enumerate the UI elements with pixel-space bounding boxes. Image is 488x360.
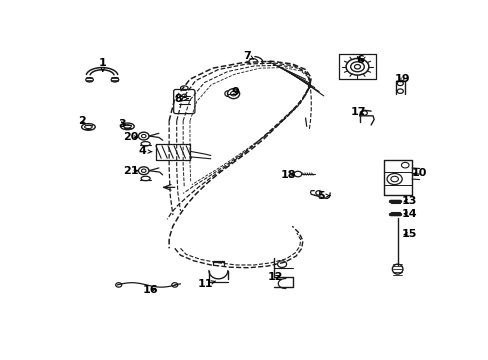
Text: 6: 6 xyxy=(356,55,364,65)
Text: 7: 7 xyxy=(243,51,253,61)
Text: 5: 5 xyxy=(316,191,329,201)
Text: 2: 2 xyxy=(78,116,86,126)
Text: 19: 19 xyxy=(394,74,409,84)
Text: 16: 16 xyxy=(142,285,158,296)
Text: 4: 4 xyxy=(139,146,152,156)
Text: 9: 9 xyxy=(231,87,239,97)
Text: 17: 17 xyxy=(350,108,366,117)
Text: 1: 1 xyxy=(99,58,106,71)
Text: 21: 21 xyxy=(123,166,139,176)
Text: 8: 8 xyxy=(174,94,188,104)
Text: 20: 20 xyxy=(123,132,139,143)
Text: 14: 14 xyxy=(401,209,417,219)
Text: 18: 18 xyxy=(280,170,296,180)
Text: 15: 15 xyxy=(401,229,417,239)
Text: 13: 13 xyxy=(401,196,417,206)
Text: 11: 11 xyxy=(197,279,215,289)
Text: 12: 12 xyxy=(267,273,283,283)
Text: 10: 10 xyxy=(411,168,426,179)
Text: 3: 3 xyxy=(118,118,125,129)
